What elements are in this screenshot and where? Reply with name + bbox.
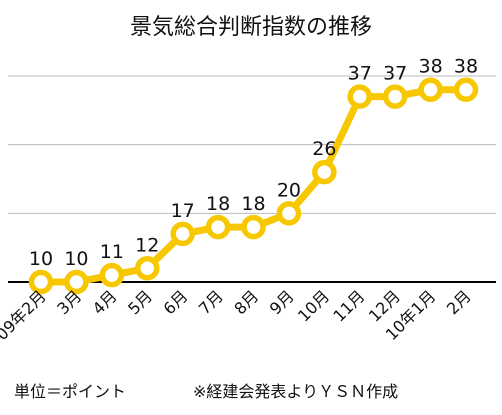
data-point — [99, 262, 125, 288]
data-label: 12 — [135, 234, 159, 256]
label-layer: 10 10 11 12 17 18 18 20 26 37 37 38 38 — [29, 56, 478, 270]
data-point — [28, 269, 54, 295]
data-label: 17 — [171, 200, 195, 222]
data-label: 38 — [454, 56, 478, 78]
marker-layer — [28, 77, 479, 295]
data-point — [205, 214, 231, 240]
chart-title: 景気総合判断指数の推移 — [130, 15, 372, 40]
data-point — [241, 214, 266, 240]
x-tick-label: 4月 — [89, 286, 121, 318]
data-point — [170, 221, 195, 247]
unit-note: 単位＝ポイント — [14, 382, 126, 401]
data-label: 11 — [100, 241, 124, 263]
data-point — [418, 77, 443, 102]
data-label: 18 — [241, 193, 265, 215]
data-point — [135, 256, 160, 281]
x-tick-label: 9月 — [266, 286, 298, 318]
data-label: 20 — [277, 179, 301, 201]
x-tick-label: 5月 — [124, 286, 156, 318]
data-point — [312, 159, 337, 185]
data-point — [453, 77, 479, 102]
data-label: 10 — [29, 248, 53, 270]
data-point — [347, 84, 372, 109]
data-point — [276, 201, 302, 226]
x-tick-label: 8月 — [230, 286, 262, 318]
data-label: 10 — [64, 248, 88, 270]
x-tick-label: 6月 — [160, 286, 192, 318]
x-tick-label: 09年2月 — [0, 286, 50, 344]
data-label: 38 — [418, 56, 442, 78]
x-tick-label: 7月 — [195, 286, 227, 318]
x-tick-label: 10月 — [294, 286, 333, 325]
data-label: 37 — [383, 63, 407, 85]
data-label: 26 — [312, 138, 336, 160]
data-point — [64, 269, 89, 295]
data-point — [382, 84, 408, 109]
data-label: 37 — [348, 63, 372, 85]
x-tick-label: 11月 — [329, 286, 368, 325]
x-tick-label: 2月 — [443, 286, 475, 318]
source-note: ※経建会発表よりＹＳＮ作成 — [193, 382, 398, 401]
data-label: 18 — [206, 193, 230, 215]
